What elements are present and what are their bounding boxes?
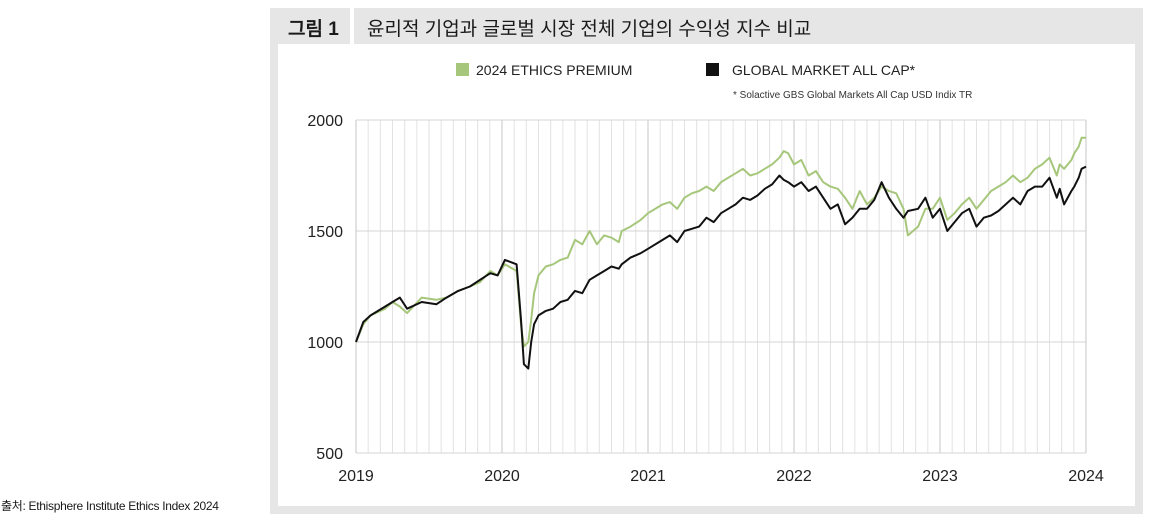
line-chart: 500 1000 1500 2000 2019 2020 2021 2022 2023 2024 2…	[307, 62, 1104, 485]
y-tick-label: 2000	[307, 113, 343, 130]
figure-label: 그림 1	[288, 19, 339, 40]
y-tick-label: 1500	[307, 224, 343, 241]
y-tick-label: 1000	[307, 335, 343, 352]
legend-label: 2024 ETHICS PREMIUM	[476, 62, 632, 78]
figure-title: 윤리적 기업과 글로벌 시장 전체 기업의 수익성 지수 비교	[367, 19, 812, 40]
figure-header: 그림 1 윤리적 기업과 글로벌 시장 전체 기업의 수익성 지수 비교	[270, 8, 1143, 44]
header-divider	[350, 8, 354, 44]
x-tick-label: 2021	[630, 468, 666, 485]
y-tick-label: 500	[316, 446, 343, 463]
plot-panel: 500 1000 1500 2000 2019 2020 2021 2022 2023 2024 2…	[278, 44, 1135, 506]
x-tick-label: 2019	[338, 468, 374, 485]
x-tick-label: 2022	[776, 468, 812, 485]
legend-swatch	[706, 63, 719, 76]
x-tick-label: 2023	[922, 468, 958, 485]
legend-footnote: * Solactive GBS Global Markets All Cap U…	[733, 90, 972, 101]
series-line-global-market	[355, 165, 1087, 370]
x-tick-label: 2020	[484, 468, 520, 485]
x-tick-label: 2024	[1068, 468, 1104, 485]
source-note: 출처: Ethisphere Institute Ethics Index 20…	[1, 499, 219, 513]
figure-panel: 그림 1 윤리적 기업과 글로벌 시장 전체 기업의 수익성 지수 비교 500…	[270, 8, 1143, 514]
legend-swatch	[456, 63, 469, 76]
legend-label: GLOBAL MARKET ALL CAP*	[732, 62, 916, 78]
